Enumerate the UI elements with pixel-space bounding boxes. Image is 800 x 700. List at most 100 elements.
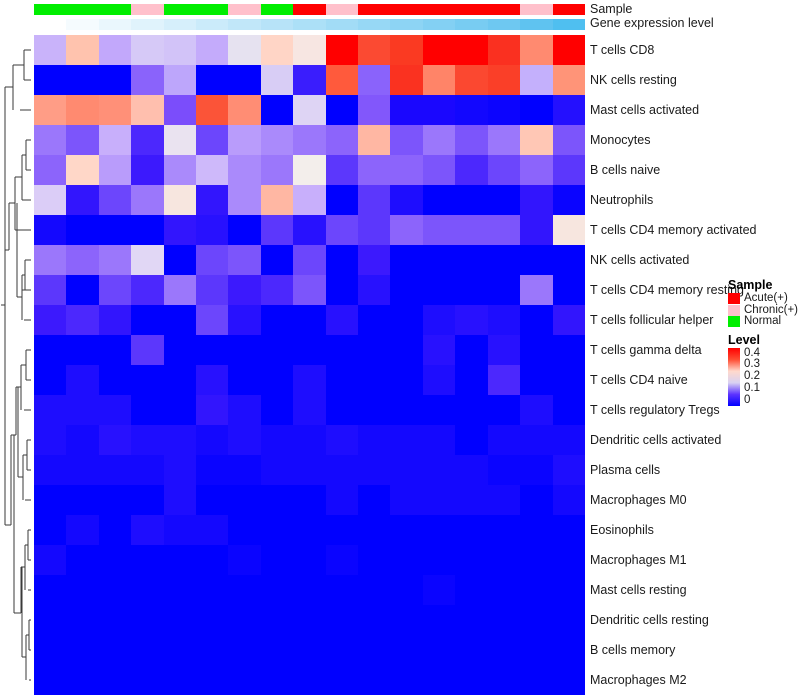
heatmap-cell — [422, 455, 456, 485]
heatmap-cell — [163, 425, 197, 455]
heatmap-cell — [293, 515, 326, 545]
heatmap-cell — [552, 455, 585, 485]
row-label: B cells memory — [590, 643, 676, 657]
heatmap-cell — [293, 275, 326, 305]
sample-annotation-cell — [260, 4, 294, 15]
sample-legend-item: Chronic(+) — [728, 303, 800, 317]
heatmap-cell — [260, 125, 294, 155]
heatmap-cell — [196, 305, 229, 335]
heatmap-cell — [131, 65, 164, 95]
row-label: NK cells activated — [590, 253, 690, 267]
heatmap-cell — [520, 395, 553, 425]
heatmap-cell — [98, 365, 132, 395]
heatmap-cell — [358, 515, 391, 545]
heatmap-cell — [34, 605, 67, 635]
heatmap-row — [34, 485, 585, 515]
heatmap-cell — [66, 305, 99, 335]
gene-expression-level-cell — [66, 19, 99, 30]
row-label: T cells follicular helper — [590, 313, 714, 327]
heatmap-cell — [228, 275, 261, 305]
heatmap-cell — [131, 335, 164, 365]
heatmap-cell — [358, 185, 391, 215]
heatmap-cell — [34, 95, 67, 125]
sample-legend-item: Normal — [728, 316, 800, 328]
heatmap-cell — [66, 605, 99, 635]
sample-legend-text: Acute(+) — [744, 292, 788, 305]
heatmap-cell — [520, 515, 553, 545]
row-label: Macrophages M2 — [590, 673, 687, 687]
heatmap-cell — [422, 335, 456, 365]
heatmap-cell — [422, 245, 456, 275]
level-tick-label: 0.4 — [744, 346, 760, 359]
heatmap-cell — [325, 185, 359, 215]
heatmap-cell — [98, 185, 132, 215]
heatmap-cell — [196, 65, 229, 95]
heatmap-cell — [552, 275, 585, 305]
heatmap-row — [34, 275, 585, 305]
heatmap-cell — [98, 125, 132, 155]
heatmap-cell — [228, 455, 261, 485]
heatmap-cell — [325, 275, 359, 305]
heatmap-cell — [487, 35, 521, 65]
level-tick-label: 0.2 — [744, 370, 760, 382]
heatmap-cell — [260, 335, 294, 365]
heatmap-cell — [163, 305, 197, 335]
heatmap-cell — [390, 605, 423, 635]
heatmap-cell — [163, 455, 197, 485]
heatmap-cell — [131, 245, 164, 275]
heatmap-cell — [196, 665, 229, 695]
heatmap-cell — [196, 95, 229, 125]
heatmap-cell — [228, 635, 261, 665]
heatmap-cell — [66, 35, 99, 65]
heatmap-cell — [455, 395, 488, 425]
sample-annotation-cell — [422, 4, 456, 15]
heatmap-cell — [325, 365, 359, 395]
heatmap-cell — [66, 95, 99, 125]
sample-legend-title: Sample — [728, 278, 773, 292]
row-label: Macrophages M1 — [590, 553, 687, 567]
heatmap-cell — [131, 485, 164, 515]
heatmap-cell — [228, 335, 261, 365]
heatmap-cell — [487, 305, 521, 335]
heatmap-cell — [455, 155, 488, 185]
gene-expression-level-cell — [455, 19, 488, 30]
heatmap-cell — [228, 95, 261, 125]
heatmap-cell — [98, 245, 132, 275]
heatmap-cell — [325, 35, 359, 65]
heatmap-cell — [196, 185, 229, 215]
heatmap-cell — [34, 305, 67, 335]
heatmap-cell — [260, 65, 294, 95]
heatmap-cell — [422, 95, 456, 125]
heatmap-cell — [131, 95, 164, 125]
heatmap-cell — [520, 575, 553, 605]
heatmap-cell — [358, 455, 391, 485]
heatmap-cell — [390, 215, 423, 245]
heatmap-cell — [455, 425, 488, 455]
heatmap-cell — [131, 155, 164, 185]
heatmap-cell — [34, 35, 67, 65]
heatmap-cell — [34, 215, 67, 245]
row-label: Macrophages M0 — [590, 493, 687, 507]
heatmap-cell — [552, 575, 585, 605]
heatmap-row — [34, 635, 585, 665]
heatmap-cell — [455, 305, 488, 335]
heatmap-cell — [455, 545, 488, 575]
heatmap-cell — [325, 155, 359, 185]
heatmap-cell — [260, 425, 294, 455]
legend-panel: Sample Acute(+) Chronic(+) Normal Level 0.… — [728, 278, 800, 406]
row-label: Mast cells activated — [590, 103, 700, 117]
heatmap-cell — [260, 605, 294, 635]
sample-legend-text: Chronic(+) — [744, 303, 799, 316]
heatmap-cell — [325, 305, 359, 335]
heatmap-cell — [455, 515, 488, 545]
heatmap-cell — [358, 125, 391, 155]
heatmap-cell — [358, 485, 391, 515]
heatmap-cell — [325, 425, 359, 455]
heatmap-cell — [325, 575, 359, 605]
heatmap-cell — [422, 185, 456, 215]
heatmap-cell — [260, 275, 294, 305]
heatmap-cell — [260, 395, 294, 425]
sample-annotation-cell — [487, 4, 521, 15]
heatmap-cell — [131, 395, 164, 425]
heatmap-cell — [196, 545, 229, 575]
